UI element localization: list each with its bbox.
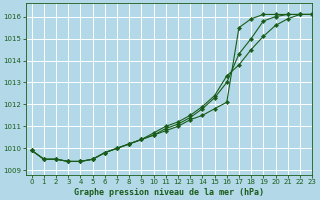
X-axis label: Graphe pression niveau de la mer (hPa): Graphe pression niveau de la mer (hPa)	[74, 188, 264, 197]
